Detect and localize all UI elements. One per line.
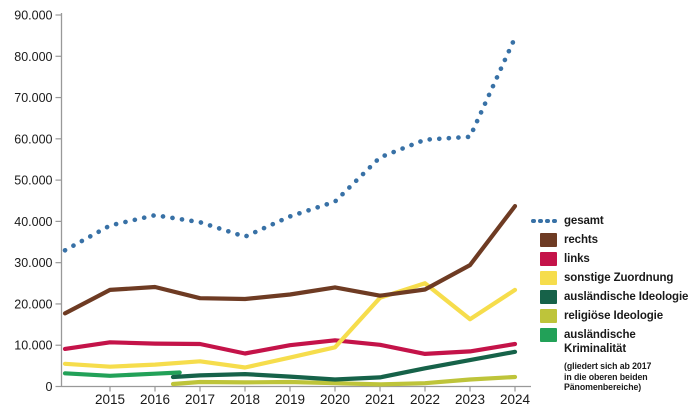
x-tick-label: 2017 — [185, 392, 215, 407]
legend-swatch-auslaendische_kriminalitaet — [540, 328, 557, 342]
series-line-gesamt — [62, 35, 518, 253]
y-tick-label: 60.000 — [14, 132, 52, 146]
y-tick-label: 10.000 — [14, 339, 52, 353]
legend-item-links: links — [531, 252, 689, 266]
legend-swatch-cell — [531, 252, 557, 266]
x-tick-label: 2023 — [455, 392, 485, 407]
x-tick-label: 2015 — [95, 392, 125, 407]
series-line-rechts — [62, 204, 518, 316]
y-tick-label: 40.000 — [14, 215, 52, 229]
y-tick-label: 70.000 — [14, 91, 52, 105]
legend-label-sonstige_zuordnung: sonstige Zuordnung — [564, 272, 674, 284]
legend-swatch-rechts — [540, 233, 557, 247]
y-tick-label: 90.000 — [14, 9, 52, 23]
legend-note: (gliedert sich ab 2017 in die oberen bei… — [564, 361, 652, 392]
legend-item-auslaendische_kriminalitaet: ausländische Kriminalität — [531, 328, 689, 356]
x-tick-label: 2019 — [275, 392, 305, 407]
legend-dot — [545, 218, 550, 224]
series-line-sonstige_zuordnung — [62, 281, 518, 370]
legend-swatch-links — [540, 252, 557, 266]
legend-swatch-cell — [531, 233, 557, 247]
legend-item-gesamt: gesamt — [531, 214, 689, 228]
legend-swatch-religioese_ideologie — [540, 309, 557, 323]
y-tick-label: 30.000 — [14, 256, 52, 270]
legend-dotted-line-swatch — [531, 214, 557, 228]
y-tick-label: 80.000 — [14, 50, 52, 64]
legend-label-gesamt: gesamt — [564, 215, 604, 227]
legend-dot — [552, 218, 557, 224]
legend-dot — [538, 218, 543, 224]
legend-dot — [531, 218, 536, 224]
y-tick-label: 50.000 — [14, 174, 52, 188]
x-tick-label: 2021 — [365, 392, 395, 407]
legend-item-religioese_ideologie: religiöse Ideologie — [531, 309, 689, 323]
legend-label-links: links — [564, 253, 590, 265]
legend-item-rechts: rechts — [531, 233, 689, 247]
legend-swatch-sonstige_zuordnung — [540, 271, 557, 285]
legend-swatch-cell — [531, 271, 557, 285]
series-line-auslaendische_kriminalitaet — [62, 370, 182, 378]
legend-label-auslaendische_ideologie: ausländische Ideologie — [564, 291, 689, 303]
legend-item-auslaendische_ideologie: ausländische Ideologie — [531, 290, 689, 304]
legend-label-religioese_ideologie: religiöse Ideologie — [564, 310, 664, 322]
legend-label-rechts: rechts — [564, 234, 598, 246]
x-tick-label: 2022 — [410, 392, 440, 407]
series-line-auslaendische_ideologie — [170, 349, 518, 382]
legend-swatch-cell — [531, 290, 557, 304]
y-tick-label: 20.000 — [14, 297, 52, 311]
x-tick-label: 2018 — [230, 392, 260, 407]
legend-item-sonstige_zuordnung: sonstige Zuordnung — [531, 271, 689, 285]
legend-swatch-cell — [531, 309, 557, 323]
legend-swatch-cell — [531, 328, 557, 342]
x-tick-label: 2024 — [500, 392, 531, 407]
y-tick-label: 0 — [46, 380, 53, 394]
series-line-religioese_ideologie — [170, 374, 518, 387]
x-tick-label: 2020 — [320, 392, 350, 407]
x-tick-label: 2016 — [140, 392, 170, 407]
legend: gesamt rechts links sonstige Zuordnung auslä… — [531, 214, 689, 393]
series-line-links — [62, 338, 518, 356]
legend-label-auslaendische_kriminalitaet: ausländische Kriminalität — [564, 329, 636, 355]
legend-swatch-auslaendische_ideologie — [540, 290, 557, 304]
